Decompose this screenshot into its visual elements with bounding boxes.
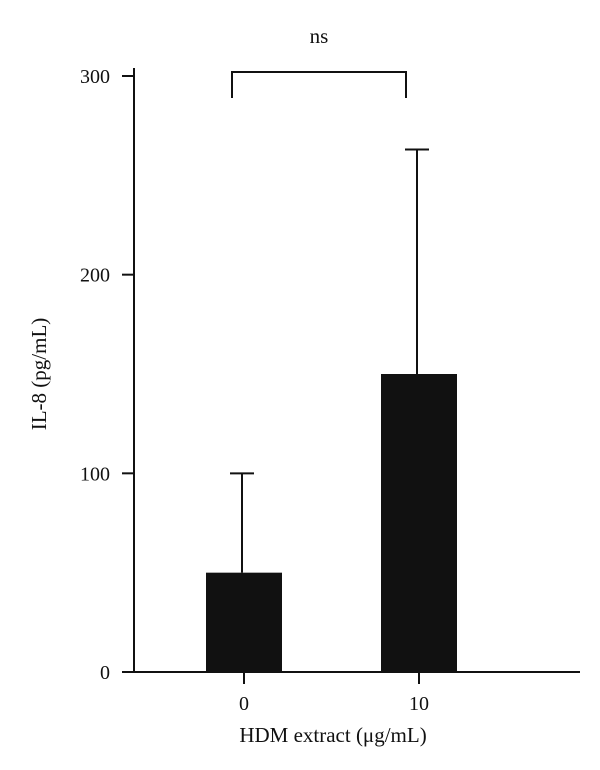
error-bars [230,148,429,573]
significance-label: ns [310,24,329,48]
x-tick-label: 0 [239,693,249,715]
y-axis: 0 100 200 300 [80,66,135,684]
y-tick-label: 100 [80,463,110,485]
bar [206,572,282,672]
significance-bracket-line [231,71,407,98]
error-bar [405,148,429,374]
x-axis-title: HDM extract (μg/mL) [239,723,426,747]
y-tick-label: 300 [80,66,110,88]
significance-bracket: ns [231,24,407,98]
y-axis-title: IL-8 (pg/mL) [27,318,51,431]
bar [381,374,457,672]
bars [206,374,457,672]
y-ticks: 0 100 200 300 [80,66,134,684]
y-tick-label: 0 [100,662,110,684]
error-bar [230,472,254,573]
y-tick-label: 200 [80,265,110,287]
x-axis: 0 10 [134,671,580,715]
x-ticks: 0 10 [239,672,429,715]
x-tick-label: 10 [409,693,429,715]
